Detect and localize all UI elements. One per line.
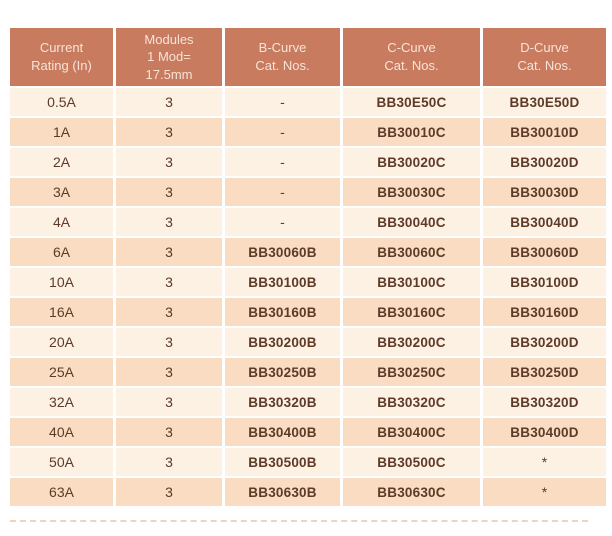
catalog-number-cell: - xyxy=(225,118,340,146)
catalog-number-cell: BB30400D xyxy=(483,418,606,446)
current-rating-cell: 16A xyxy=(10,298,113,326)
current-rating-cell: 20A xyxy=(10,328,113,356)
table-row: 3A 3- BB30030C BB30030D xyxy=(10,178,606,206)
catalog-number-cell: BB30E50D xyxy=(483,88,606,116)
catalog-number-cell: BB30500B xyxy=(225,448,340,476)
catalog-number-cell: BB30400C xyxy=(343,418,480,446)
catalog-number-cell: BB30160D xyxy=(483,298,606,326)
catalog-number-cell: BB30320D xyxy=(483,388,606,416)
current-rating-cell: 1A xyxy=(10,118,113,146)
catalog-number-cell: BB30320C xyxy=(343,388,480,416)
column-header-modules: Modules 1 Mod= 17.5mm xyxy=(116,28,222,86)
catalog-number-cell: BB30020C xyxy=(343,148,480,176)
table-row: 0.5A 3- BB30E50C BB30E50D xyxy=(10,88,606,116)
current-rating-cell: 40A xyxy=(10,418,113,446)
table-row: 32A 3 BB30320B BB30320C BB30320D xyxy=(10,388,606,416)
table-row: 10A 3 BB30100B BB30100C BB30100D xyxy=(10,268,606,296)
table-row: 50A 3 BB30500B BB30500C * xyxy=(10,448,606,476)
catalog-number-cell: - xyxy=(225,178,340,206)
catalog-number-cell: BB30500C xyxy=(343,448,480,476)
catalog-table: Current Rating (In) Modules 1 Mod= 17.5m… xyxy=(7,26,609,508)
catalog-number-cell: BB30010C xyxy=(343,118,480,146)
current-rating-cell: 2A xyxy=(10,148,113,176)
catalog-number-cell: - xyxy=(225,208,340,236)
table-row: 63A 3 BB30630B BB30630C * xyxy=(10,478,606,506)
table-row: 40A 3 BB30400B BB30400C BB30400D xyxy=(10,418,606,446)
modules-cell: 3 xyxy=(116,208,222,236)
bottom-rule xyxy=(10,520,588,522)
catalog-number-cell: BB30320B xyxy=(225,388,340,416)
modules-cell: 3 xyxy=(116,238,222,266)
column-header-d-curve: D-Curve Cat. Nos. xyxy=(483,28,606,86)
modules-cell: 3 xyxy=(116,178,222,206)
current-rating-cell: 4A xyxy=(10,208,113,236)
catalog-number-cell: - xyxy=(225,88,340,116)
modules-cell: 3 xyxy=(116,418,222,446)
catalog-number-cell: BB30630B xyxy=(225,478,340,506)
table-row: 16A 3 BB30160B BB30160C BB30160D xyxy=(10,298,606,326)
modules-cell: 3 xyxy=(116,328,222,356)
catalog-number-cell: BB30040C xyxy=(343,208,480,236)
catalog-number-cell: - xyxy=(225,148,340,176)
catalog-number-cell: BB30250D xyxy=(483,358,606,386)
catalog-number-cell: BB30E50C xyxy=(343,88,480,116)
current-rating-cell: 10A xyxy=(10,268,113,296)
catalog-number-cell: * xyxy=(483,478,606,506)
modules-cell: 3 xyxy=(116,148,222,176)
current-rating-cell: 63A xyxy=(10,478,113,506)
catalog-number-cell: BB30250B xyxy=(225,358,340,386)
catalog-number-cell: BB30400B xyxy=(225,418,340,446)
modules-cell: 3 xyxy=(116,88,222,116)
catalog-number-cell: BB30160B xyxy=(225,298,340,326)
catalog-number-cell: BB30020D xyxy=(483,148,606,176)
modules-cell: 3 xyxy=(116,478,222,506)
header-row: Current Rating (In) Modules 1 Mod= 17.5m… xyxy=(10,28,606,86)
current-rating-cell: 25A xyxy=(10,358,113,386)
catalog-number-cell: BB30060C xyxy=(343,238,480,266)
catalog-number-cell: BB30100C xyxy=(343,268,480,296)
table-row: 20A 3 BB30200B BB30200C BB30200D xyxy=(10,328,606,356)
column-header-c-curve: C-Curve Cat. Nos. xyxy=(343,28,480,86)
catalog-number-cell: * xyxy=(483,448,606,476)
catalog-number-cell: BB30630C xyxy=(343,478,480,506)
table-row: 25A 3 BB30250B BB30250C BB30250D xyxy=(10,358,606,386)
catalog-number-cell: BB30060B xyxy=(225,238,340,266)
table-row: 2A 3- BB30020C BB30020D xyxy=(10,148,606,176)
column-header-b-curve: B-Curve Cat. Nos. xyxy=(225,28,340,86)
catalog-number-cell: BB30030D xyxy=(483,178,606,206)
catalog-number-cell: BB30010D xyxy=(483,118,606,146)
modules-cell: 3 xyxy=(116,388,222,416)
column-header-current-rating: Current Rating (In) xyxy=(10,28,113,86)
current-rating-cell: 32A xyxy=(10,388,113,416)
table-body: 0.5A 3- BB30E50C BB30E50D 1A 3- BB30010C BB3001… xyxy=(10,88,606,506)
table-row: 4A 3- BB30040C BB30040D xyxy=(10,208,606,236)
current-rating-cell: 0.5A xyxy=(10,88,113,116)
catalog-number-cell: BB30100D xyxy=(483,268,606,296)
catalog-number-cell: BB30200D xyxy=(483,328,606,356)
catalog-number-cell: BB30250C xyxy=(343,358,480,386)
catalog-number-cell: BB30200C xyxy=(343,328,480,356)
current-rating-cell: 6A xyxy=(10,238,113,266)
modules-cell: 3 xyxy=(116,358,222,386)
catalog-number-cell: BB30030C xyxy=(343,178,480,206)
current-rating-cell: 50A xyxy=(10,448,113,476)
catalog-number-cell: BB30040D xyxy=(483,208,606,236)
catalog-number-cell: BB30060D xyxy=(483,238,606,266)
catalog-number-cell: BB30100B xyxy=(225,268,340,296)
table-row: 1A 3- BB30010C BB30010D xyxy=(10,118,606,146)
table-header: Current Rating (In) Modules 1 Mod= 17.5m… xyxy=(10,28,606,86)
modules-cell: 3 xyxy=(116,268,222,296)
catalog-number-cell: BB30200B xyxy=(225,328,340,356)
modules-cell: 3 xyxy=(116,448,222,476)
current-rating-cell: 3A xyxy=(10,178,113,206)
modules-cell: 3 xyxy=(116,118,222,146)
modules-cell: 3 xyxy=(116,298,222,326)
catalog-number-cell: BB30160C xyxy=(343,298,480,326)
table-row: 6A 3 BB30060B BB30060C BB30060D xyxy=(10,238,606,266)
